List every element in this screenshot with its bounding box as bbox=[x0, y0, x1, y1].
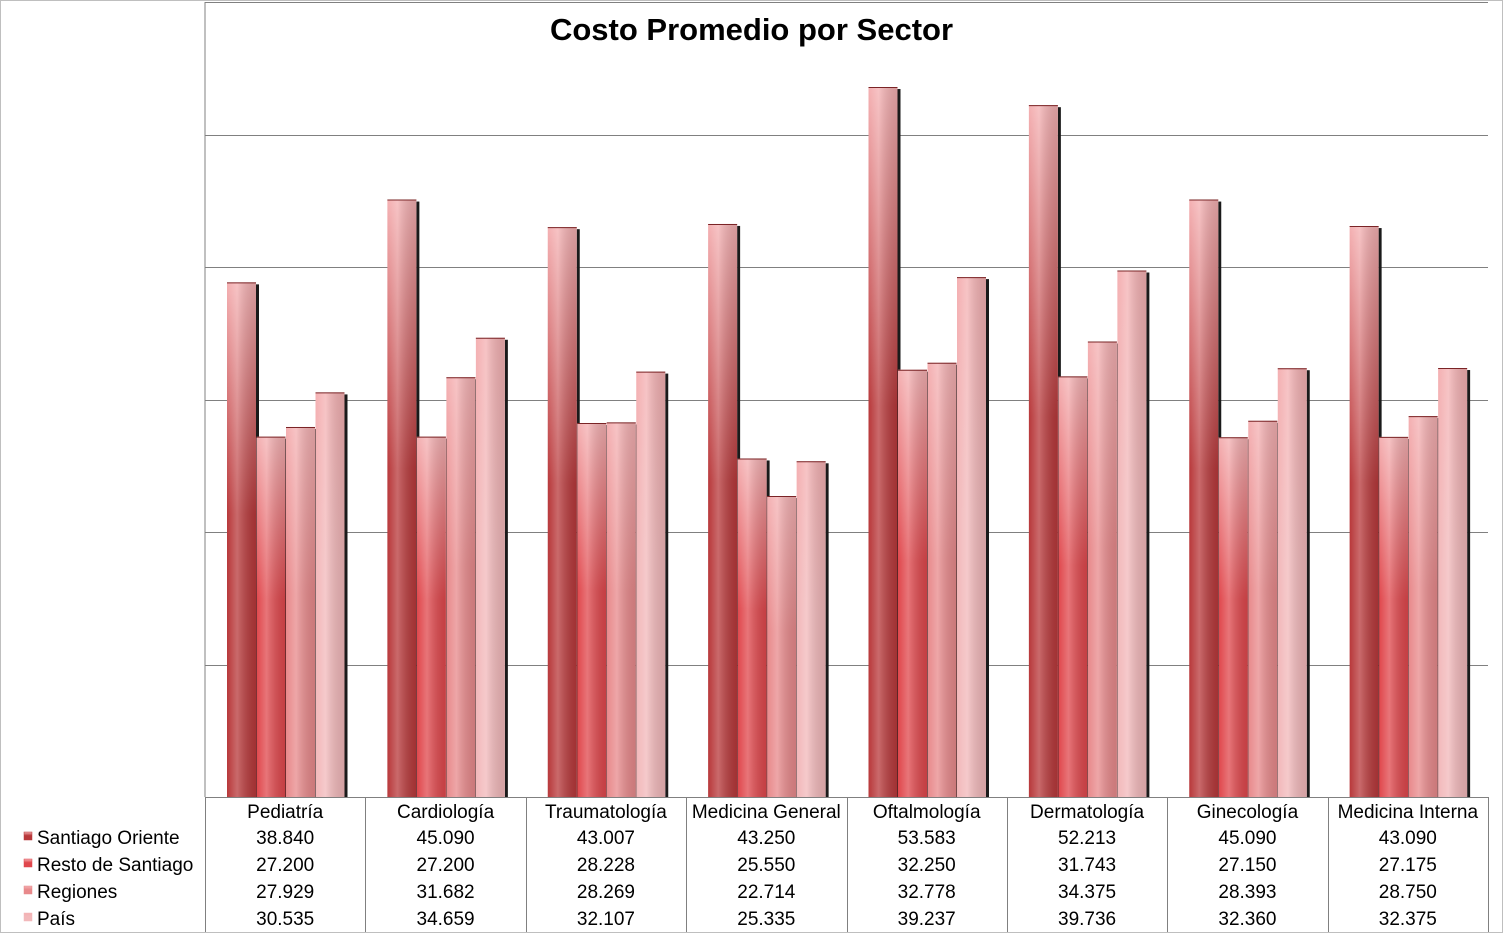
bar-highlight bbox=[708, 223, 738, 797]
legend-label: Regiones bbox=[37, 882, 117, 903]
bar-highlight bbox=[898, 369, 927, 797]
data-label: 45.090 bbox=[1218, 828, 1276, 849]
data-label: 32.375 bbox=[1379, 909, 1437, 930]
bar-highlight bbox=[1087, 341, 1117, 797]
bar-highlight bbox=[1058, 376, 1088, 797]
bar-shadow bbox=[665, 373, 669, 797]
legend-key bbox=[23, 912, 33, 922]
legend-key bbox=[23, 885, 33, 895]
data-label: 27.929 bbox=[256, 882, 314, 903]
bar-highlight bbox=[1379, 436, 1409, 797]
bar-highlight bbox=[475, 337, 505, 797]
bar-highlight bbox=[446, 377, 476, 797]
x-tick-label: Oftalmología bbox=[873, 802, 981, 823]
bar-highlight bbox=[1117, 270, 1147, 797]
data-label: 27.175 bbox=[1379, 855, 1437, 876]
data-label: 27.200 bbox=[256, 855, 314, 876]
data-label: 43.250 bbox=[737, 828, 795, 849]
bar-highlight bbox=[1349, 226, 1379, 797]
bar-highlight bbox=[957, 277, 986, 797]
chart-title: Costo Promedio por Sector bbox=[549, 12, 954, 47]
legend-key bbox=[23, 858, 33, 868]
bar-highlight bbox=[1248, 420, 1278, 797]
bar-highlight bbox=[286, 426, 315, 797]
x-tick-label: Cardiología bbox=[397, 802, 495, 823]
data-label: 25.550 bbox=[737, 855, 795, 876]
data-label: 32.107 bbox=[577, 909, 635, 930]
legend-label: País bbox=[37, 909, 75, 930]
x-tick-label: Medicina Interna bbox=[1338, 802, 1479, 823]
legend-key bbox=[23, 831, 33, 841]
bar-shadow bbox=[344, 394, 348, 797]
bar-highlight bbox=[737, 458, 767, 797]
data-label: 28.750 bbox=[1379, 882, 1437, 903]
data-label: 28.269 bbox=[577, 882, 635, 903]
data-label: 39.736 bbox=[1058, 909, 1116, 930]
data-label: 32.250 bbox=[898, 855, 956, 876]
data-label: 39.237 bbox=[898, 909, 956, 930]
data-label: 31.743 bbox=[1058, 855, 1116, 876]
x-tick-label: Medicina General bbox=[692, 802, 841, 823]
bar-highlight bbox=[927, 362, 957, 797]
data-label: 27.150 bbox=[1218, 855, 1276, 876]
bar-highlight bbox=[606, 422, 636, 797]
bar-highlight bbox=[416, 436, 446, 797]
bar-highlight bbox=[387, 199, 417, 797]
bar-highlight bbox=[1277, 368, 1307, 797]
bar-shadow bbox=[1467, 370, 1471, 797]
data-label: 38.840 bbox=[256, 828, 314, 849]
data-label: 52.213 bbox=[1058, 828, 1116, 849]
x-tick-label: Ginecología bbox=[1197, 802, 1299, 823]
data-label: 28.228 bbox=[577, 855, 635, 876]
data-label: 22.714 bbox=[737, 882, 796, 903]
data-label: 43.090 bbox=[1379, 828, 1437, 849]
data-label: 30.535 bbox=[256, 909, 314, 930]
x-tick-label: Traumatología bbox=[545, 802, 667, 823]
data-label: 45.090 bbox=[417, 828, 475, 849]
data-label: 25.335 bbox=[737, 909, 795, 930]
bar-highlight bbox=[577, 422, 607, 797]
bar-highlight bbox=[1218, 437, 1248, 797]
bar-highlight bbox=[256, 436, 286, 797]
bar-highlight bbox=[547, 227, 577, 798]
data-label: 34.375 bbox=[1058, 882, 1116, 903]
bar-highlight bbox=[796, 461, 826, 797]
bar-shadow bbox=[986, 279, 989, 797]
bar-shadow bbox=[825, 463, 829, 797]
x-tick-label: Pediatría bbox=[247, 802, 323, 823]
bar-highlight bbox=[1408, 416, 1438, 797]
bar-highlight bbox=[868, 87, 898, 797]
legend-label: Resto de Santiago bbox=[37, 855, 193, 876]
data-label: 43.007 bbox=[577, 828, 635, 849]
bar-highlight bbox=[227, 282, 256, 797]
bar-highlight bbox=[315, 392, 345, 797]
bar-shadow bbox=[1146, 272, 1150, 797]
data-label: 28.393 bbox=[1218, 882, 1276, 903]
data-label: 32.778 bbox=[898, 882, 956, 903]
legend-label: Santiago Oriente bbox=[37, 828, 180, 849]
bar-highlight bbox=[1189, 199, 1219, 797]
bar-shadow bbox=[504, 339, 508, 797]
x-tick-label: Dermatología bbox=[1030, 802, 1144, 823]
bar-shadow bbox=[1306, 370, 1310, 797]
bar-highlight bbox=[1438, 368, 1468, 797]
bar-highlight bbox=[1028, 105, 1058, 798]
data-label: 53.583 bbox=[898, 828, 956, 849]
data-label: 31.682 bbox=[417, 882, 475, 903]
bar-highlight bbox=[636, 371, 666, 797]
data-label: 32.360 bbox=[1218, 909, 1276, 930]
data-label: 27.200 bbox=[417, 855, 475, 876]
data-label: 34.659 bbox=[417, 909, 475, 930]
bar-highlight bbox=[767, 496, 797, 797]
